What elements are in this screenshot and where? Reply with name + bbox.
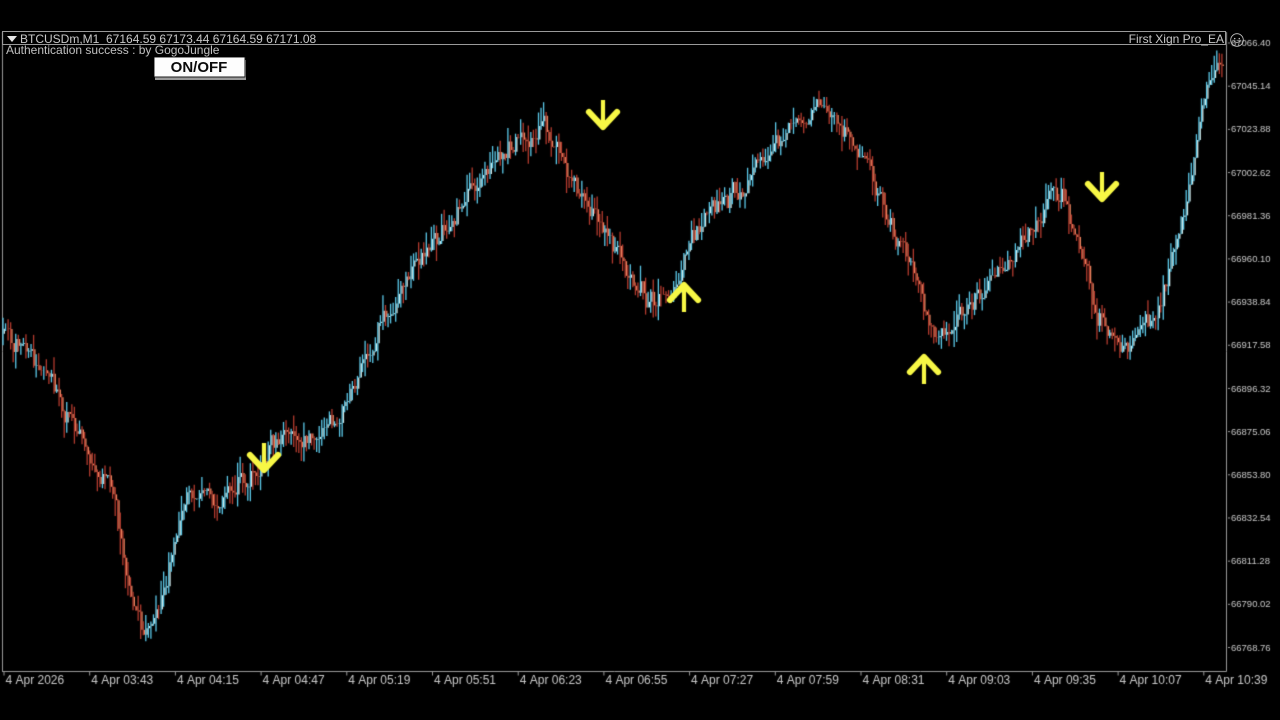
svg-text:ON/OFF: ON/OFF — [171, 59, 228, 76]
